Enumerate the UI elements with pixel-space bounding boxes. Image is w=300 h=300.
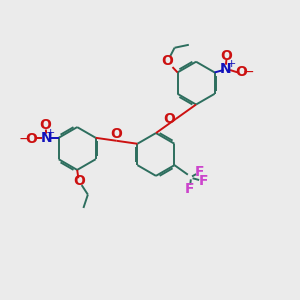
Text: N: N	[40, 131, 52, 145]
Text: F: F	[194, 165, 204, 179]
Text: O: O	[236, 65, 247, 80]
Text: F: F	[199, 174, 208, 188]
Text: O: O	[111, 127, 122, 141]
Text: O: O	[74, 174, 86, 188]
Text: −: −	[18, 132, 30, 146]
Text: N: N	[220, 62, 232, 76]
Text: F: F	[184, 182, 194, 196]
Text: +: +	[46, 128, 56, 138]
Text: −: −	[242, 65, 254, 79]
Text: O: O	[220, 50, 232, 63]
Text: O: O	[161, 54, 173, 68]
Text: O: O	[25, 132, 37, 146]
Text: O: O	[40, 118, 52, 132]
Text: +: +	[226, 58, 236, 68]
Text: O: O	[164, 112, 175, 126]
